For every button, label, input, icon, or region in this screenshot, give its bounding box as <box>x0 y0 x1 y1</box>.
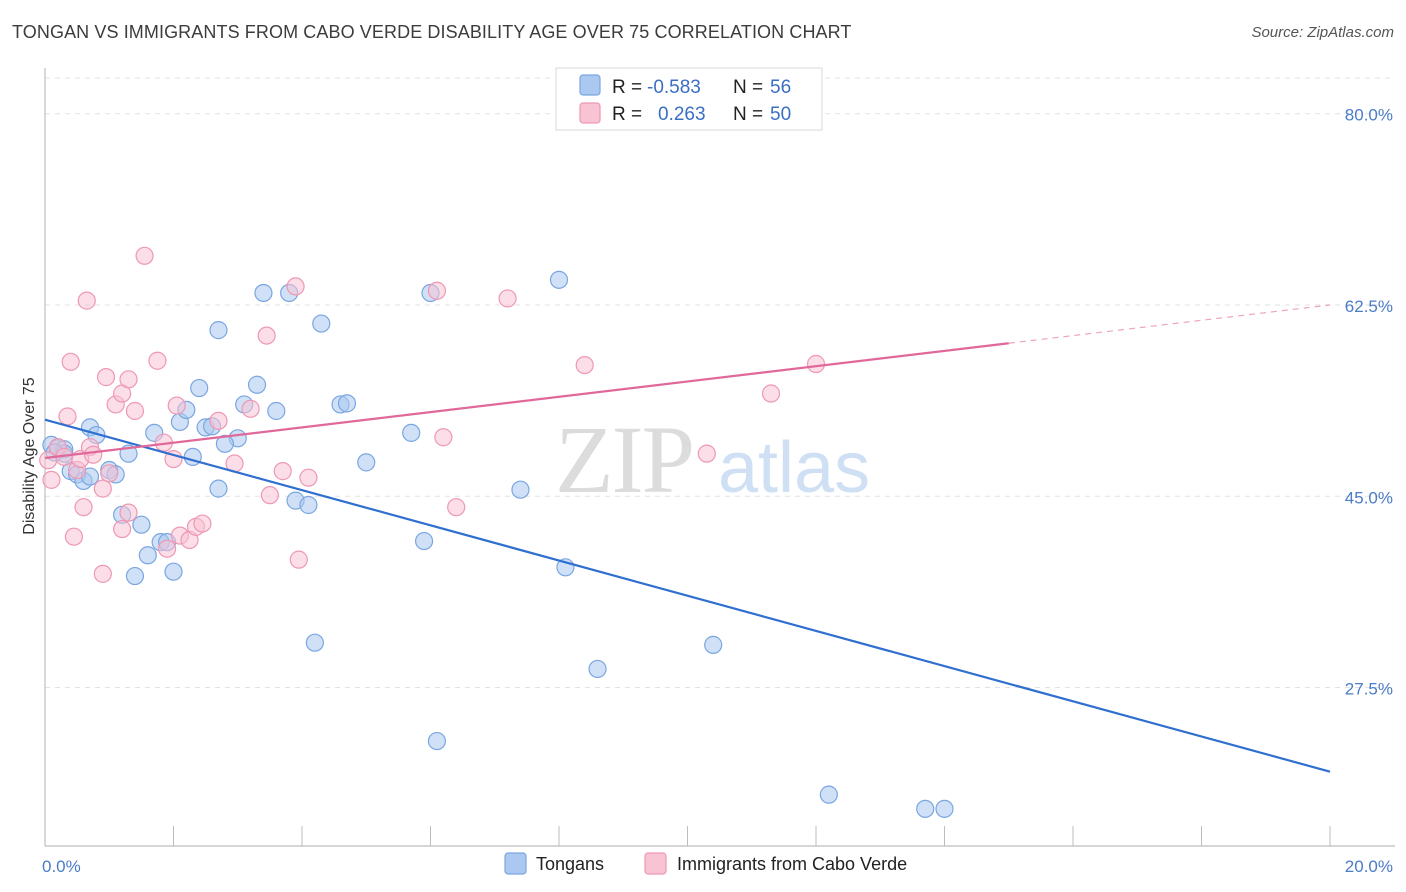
cabo-verde-point <box>42 470 61 489</box>
y-tick-label: 45.0% <box>1345 488 1393 507</box>
cabo-verde-point <box>64 527 84 546</box>
watermark: ZIP atlas <box>555 406 870 513</box>
cabo-verde-point <box>241 399 260 418</box>
cabo-verde-point <box>58 407 77 426</box>
cabo-verde-point <box>193 514 212 533</box>
tick-labels: 80.0% 62.5% 45.0% 27.5% 0.0% 20.0% <box>42 106 1393 876</box>
tongans-point <box>299 495 318 515</box>
cabo-verde-point <box>119 370 138 389</box>
series-legend: Tongans Immigrants from Cabo Verde <box>504 852 907 875</box>
x-tick-label: 0.0% <box>42 857 81 876</box>
cabo-verde-point <box>289 550 308 569</box>
legend-swatch-tongans <box>579 74 601 96</box>
cabo-verde-point <box>447 498 466 517</box>
tongans-point <box>337 394 357 413</box>
cabo-verde-point <box>93 479 112 498</box>
tongans-point <box>254 283 273 303</box>
legend-r-value: -0.583 <box>647 77 701 98</box>
tongans-point <box>190 378 209 398</box>
tongans-trend-line <box>44 418 1331 773</box>
cabo-verde-point <box>806 354 826 374</box>
cabo-verde-point <box>148 351 167 370</box>
cabo-verde-point <box>697 444 716 463</box>
cabo-verde-point <box>100 464 119 483</box>
legend-n-label: N = <box>733 104 763 125</box>
tongans-point <box>819 785 838 804</box>
cabo-verde-point <box>119 503 138 522</box>
cabo-verde-point <box>112 519 132 539</box>
tongans-point <box>427 731 447 751</box>
cabo-verde-point <box>498 289 517 308</box>
legend-n-label: N = <box>733 77 763 98</box>
watermark-zip: ZIP <box>555 406 693 513</box>
cabo-verde-point <box>125 401 145 421</box>
cabo-verde-point <box>209 411 228 430</box>
series-legend-label-cabo-verde: Immigrants from Cabo Verde <box>677 854 907 874</box>
cabo-verde-point <box>427 281 447 300</box>
tongans-point <box>414 531 434 551</box>
cabo-verde-point <box>761 384 781 403</box>
tongans-point <box>402 423 421 442</box>
tongans-point <box>935 799 954 818</box>
cabo-verde-point <box>273 462 292 481</box>
tongans-point <box>357 453 376 472</box>
legend-r-value: 0.263 <box>658 104 706 125</box>
tongans-point <box>164 562 183 581</box>
cabo-verde-point <box>575 355 594 375</box>
cabo-verde-point <box>257 326 276 345</box>
cabo-verde-point <box>77 291 96 310</box>
cabo-verde-point <box>157 539 177 558</box>
y-tick-label: 62.5% <box>1345 297 1393 316</box>
tongans-point <box>138 546 157 565</box>
tongans-point <box>209 321 228 340</box>
legend-swatch-cabo-verde <box>579 102 601 124</box>
cabo-verde-point <box>135 246 154 265</box>
x-tick-label: 20.0% <box>1345 857 1393 876</box>
tongans-point <box>588 659 607 679</box>
tongans-point <box>215 434 234 453</box>
cabo-verde-point <box>61 352 80 371</box>
series-legend-swatch-cabo-verde <box>644 852 667 875</box>
cabo-verde-point <box>299 468 318 487</box>
cabo-verde-trend-line <box>44 342 1009 460</box>
cabo-verde-point <box>96 368 116 387</box>
cabo-verde-point <box>260 486 279 505</box>
tongans-point <box>549 270 569 289</box>
cabo-verde-point <box>93 564 112 583</box>
cabo-verde-point <box>167 396 186 415</box>
chart-title: TONGAN VS IMMIGRANTS FROM CABO VERDE DIS… <box>12 22 852 42</box>
source-label: Source: ZipAtlas.com <box>1251 24 1394 41</box>
series-legend-label-tongans: Tongans <box>536 854 604 874</box>
tongans-point <box>312 314 331 333</box>
cabo-verde-point <box>84 445 103 464</box>
tongans-point <box>305 633 324 652</box>
tongans-point <box>511 480 530 499</box>
y-tick-label: 80.0% <box>1345 106 1393 125</box>
tongans-point <box>125 566 145 586</box>
y-axis-label: Disability Age Over 75 <box>21 377 38 535</box>
tongans-point <box>209 479 228 498</box>
correlation-legend: R = -0.583 N = 56 R = 0.263 N = 50 <box>555 67 823 131</box>
legend-n-value: 50 <box>770 104 791 125</box>
trend-lines <box>44 304 1331 773</box>
tongans-point <box>916 799 935 818</box>
data-points <box>39 246 954 818</box>
cabo-verde-point <box>74 498 93 517</box>
legend-r-label: R = <box>612 104 642 125</box>
watermark-atlas: atlas <box>718 428 870 508</box>
legend-r-label: R = <box>612 77 642 98</box>
y-tick-label: 27.5% <box>1345 680 1393 699</box>
tongans-point <box>132 515 151 534</box>
grid-lines <box>45 77 1395 689</box>
series-legend-swatch-tongans <box>504 852 527 875</box>
cabo-verde-point <box>434 428 453 447</box>
tongans-point <box>704 635 723 654</box>
cabo-verde-point <box>286 277 305 296</box>
tongans-point <box>247 375 267 394</box>
cabo-verde-trend-extension <box>1008 304 1331 344</box>
tongans-point <box>267 401 286 421</box>
legend-n-value: 56 <box>770 77 791 98</box>
